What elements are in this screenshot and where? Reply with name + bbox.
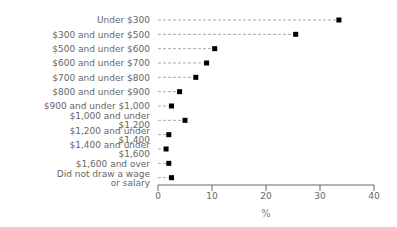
svg-text:$1,600 and over: $1,600 and over (76, 159, 151, 169)
svg-text:Did not draw a wageor salary: Did not draw a wageor salary (57, 169, 151, 188)
svg-text:$900 and under $1,000: $900 and under $1,000 (44, 101, 151, 111)
svg-text:$700 and under $800: $700 and under $800 (52, 73, 150, 83)
svg-text:$600 and under $700: $600 and under $700 (52, 58, 150, 68)
svg-text:10: 10 (206, 191, 218, 201)
svg-text:$300 and under $500: $300 and under $500 (52, 30, 150, 40)
svg-text:20: 20 (260, 191, 272, 201)
svg-text:$500 and under $600: $500 and under $600 (52, 44, 150, 54)
svg-text:Under $300: Under $300 (97, 15, 150, 25)
svg-text:%: % (261, 208, 271, 219)
svg-text:40: 40 (368, 191, 380, 201)
svg-text:0: 0 (155, 191, 161, 201)
svg-text:30: 30 (314, 191, 326, 201)
svg-text:$1,400 and under$1,600: $1,400 and under$1,600 (69, 140, 150, 159)
svg-text:$800 and under $900: $800 and under $900 (52, 87, 150, 97)
